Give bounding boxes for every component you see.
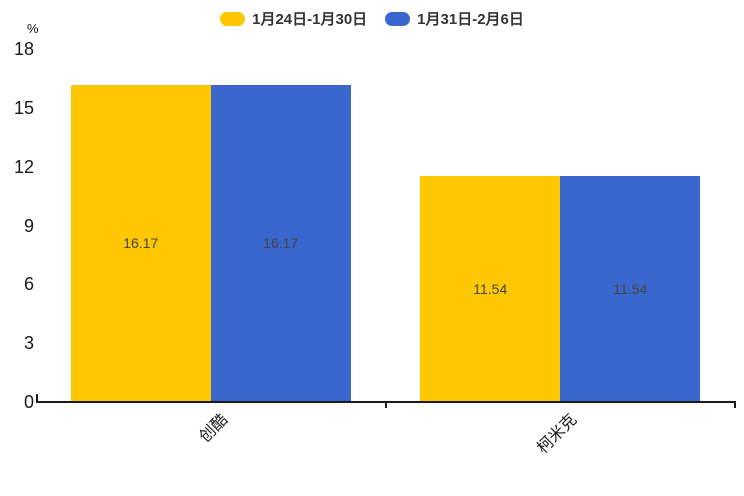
y-tick-label: 18 xyxy=(13,39,34,59)
y-tick-label: 12 xyxy=(13,156,34,177)
y-tick-label: 3 xyxy=(23,333,34,354)
bar: 11.54 xyxy=(420,175,561,402)
x-axis-tick xyxy=(36,394,38,402)
bar-value-label: 11.54 xyxy=(473,280,508,297)
bar: 11.54 xyxy=(560,175,701,402)
y-axis-unit-label: % xyxy=(27,21,39,36)
y-tick-label: 9 xyxy=(23,215,34,236)
bar-value-label: 16.17 xyxy=(123,235,159,252)
bar: 16.17 xyxy=(210,84,351,402)
x-axis-tick xyxy=(734,401,736,408)
x-axis-category-label: 创酷 xyxy=(196,411,232,446)
bar-value-label: 11.54 xyxy=(613,280,648,297)
x-axis-category-label: 柯米克 xyxy=(534,411,581,458)
bar-value-label: 16.17 xyxy=(263,235,299,252)
legend-label: 1月31日-2月6日 xyxy=(417,11,524,28)
y-tick-label: 15 xyxy=(13,97,34,118)
x-axis-tick xyxy=(384,401,387,408)
legend-marker xyxy=(385,11,411,26)
legend-item-series-1[interactable]: 1月24日-1月30日 xyxy=(220,8,367,29)
legend-label: 1月24日-1月30日 xyxy=(252,11,368,28)
legend: 1月24日-1月30日 1月31日-2月6日 xyxy=(0,8,744,29)
legend-item-series-2[interactable]: 1月31日-2月6日 xyxy=(385,8,524,29)
bar: 16.17 xyxy=(70,84,211,402)
y-tick-label: 0 xyxy=(23,392,34,412)
legend-marker xyxy=(220,11,246,26)
y-tick-label: 6 xyxy=(23,274,34,295)
